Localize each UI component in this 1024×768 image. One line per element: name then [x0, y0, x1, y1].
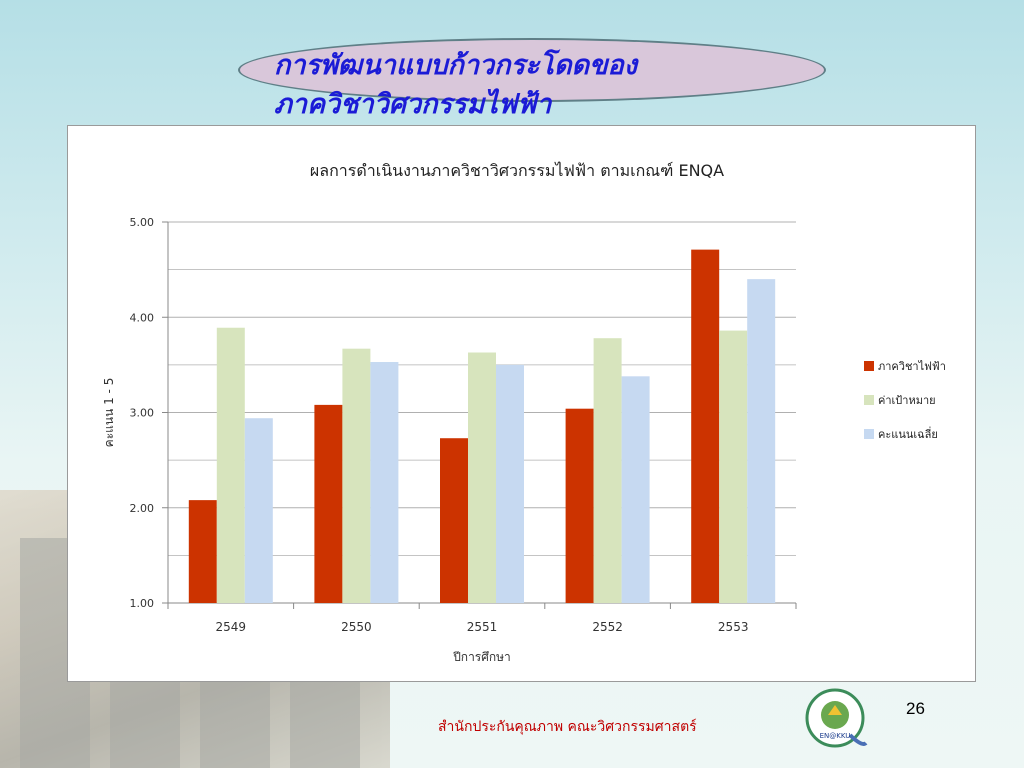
bar-2551-series-3: [496, 364, 524, 603]
bar-2550-series-3: [370, 362, 399, 603]
bar-2549-series-1: [188, 500, 217, 603]
bar-chart: ผลการดำเนินงานภาควิชาวิศวกรรมไฟฟ้า ตามเก…: [102, 161, 946, 664]
bar-2552-series-1: [565, 408, 594, 603]
bar-2550-series-2: [342, 348, 371, 603]
y-tick-label: 5.00: [130, 216, 155, 229]
bar-2553-series-2: [719, 330, 748, 603]
footer-text: สำนักประกันคุณภาพ คณะวิศวกรรมศาสตร์: [438, 719, 697, 735]
legend-label-1: ภาควิชาไฟฟ้า: [878, 360, 946, 373]
bar-2552-series-2: [593, 338, 622, 603]
chart-title: ผลการดำเนินงานภาควิชาวิศวกรรมไฟฟ้า ตามเก…: [310, 161, 724, 180]
logo-text: EN@KKU: [820, 732, 851, 740]
bar-2553-series-3: [747, 279, 776, 603]
legend-swatch-3: [864, 429, 874, 439]
slide-title: การพัฒนาแบบก้าวกระโดดของ ภาควิชาวิศวกรรม…: [274, 46, 834, 124]
bar-2551-series-2: [468, 352, 496, 603]
bar-2551-series-1: [440, 438, 468, 603]
y-tick-label: 2.00: [130, 502, 155, 515]
y-tick-label: 3.00: [130, 407, 155, 420]
bar-2549-series-3: [244, 418, 273, 603]
x-tick-label: 2549: [216, 620, 247, 634]
y-axis-label: คะแนน 1 - 5: [102, 378, 116, 448]
legend-swatch-1: [864, 361, 874, 371]
slide-title-line-2: ภาควิชาวิศวกรรมไฟฟ้า: [274, 89, 552, 120]
page-number: 26: [906, 699, 925, 718]
faculty-logo: EN@KKU: [805, 688, 868, 748]
bar-2549-series-2: [216, 327, 245, 603]
title-oval: [238, 38, 826, 102]
legend-swatch-2: [864, 395, 874, 405]
y-tick-label: 4.00: [130, 311, 155, 324]
chart-frame: ผลการดำเนินงานภาควิชาวิศวกรรมไฟฟ้า ตามเก…: [67, 125, 976, 682]
slide-title-line-1: การพัฒนาแบบก้าวกระโดดของ: [274, 50, 637, 81]
legend-label-2: ค่าเป้าหมาย: [878, 394, 936, 407]
bar-2550-series-1: [314, 404, 343, 603]
bar-2553-series-1: [691, 249, 720, 603]
x-tick-label: 2551: [467, 620, 498, 634]
x-tick-label: 2553: [718, 620, 749, 634]
x-tick-label: 2552: [592, 620, 623, 634]
bar-2552-series-3: [621, 376, 650, 603]
legend-label-3: คะแนนเฉลี่ย: [878, 426, 938, 441]
x-axis-label: ปีการศึกษา: [453, 650, 511, 664]
x-tick-label: 2550: [341, 620, 372, 634]
y-tick-label: 1.00: [130, 597, 155, 610]
